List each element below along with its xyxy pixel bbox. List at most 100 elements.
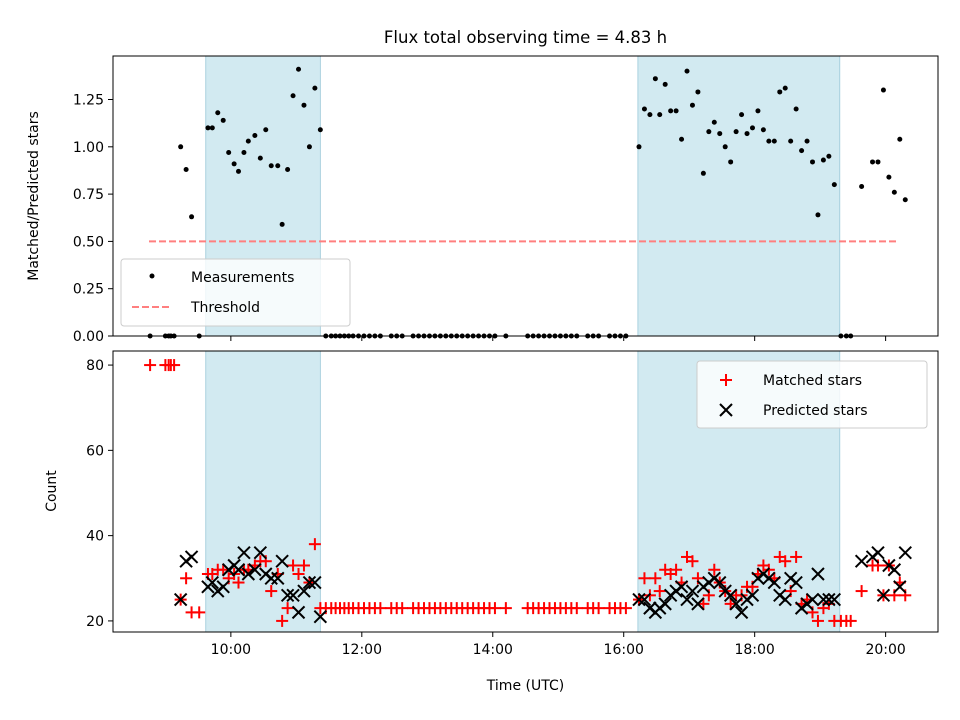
predicted-star-point	[271, 571, 285, 585]
predicted-star-point	[871, 545, 885, 560]
predicted-star-point	[264, 571, 278, 585]
matched-star-point	[276, 614, 289, 627]
legend-predicted-marker	[719, 403, 733, 417]
predicted-star-point	[729, 597, 743, 611]
measurement-point	[205, 125, 211, 131]
matched-star-point	[811, 614, 824, 627]
measurement-point	[793, 106, 799, 112]
measurement-point	[279, 221, 285, 227]
measurement-point	[744, 131, 750, 137]
matched-star-point	[855, 585, 868, 598]
legend-threshold-label: Threshold	[190, 300, 260, 316]
matched-star-point	[724, 597, 737, 610]
measurement-point	[652, 76, 658, 82]
matched-star-point	[287, 559, 300, 572]
measurement-point	[189, 214, 195, 220]
y-tick-label: 40	[86, 529, 104, 545]
measurement-point	[733, 129, 739, 135]
measurement-point	[668, 108, 674, 114]
measurement-point	[673, 108, 679, 114]
predicted-star-point	[286, 588, 300, 603]
measurement-point	[886, 174, 892, 180]
predicted-star-point	[734, 605, 749, 620]
measurement-point	[231, 161, 237, 167]
legend-matched-label: Matched stars	[763, 373, 862, 389]
predicted-star-point	[241, 567, 256, 581]
measurement-point	[662, 81, 668, 87]
measurement-point	[739, 112, 745, 118]
measurement-point	[700, 170, 706, 176]
measurement-point	[647, 112, 653, 118]
measurement-point	[749, 125, 755, 131]
y-tick-label: 0.75	[73, 187, 104, 203]
chart-title: Flux total observing time = 4.83 h	[384, 28, 667, 47]
matched-star-point	[619, 602, 632, 615]
predicted-star-point	[827, 592, 842, 607]
predicted-star-point	[173, 592, 188, 607]
matched-star-point	[697, 597, 710, 610]
measurement-point	[241, 149, 247, 155]
matched-star-point	[180, 572, 193, 585]
matched-star-point	[708, 563, 721, 576]
measurement-point	[317, 127, 323, 133]
y-tick-label: 1.25	[73, 93, 104, 109]
legend-matched-marker	[720, 374, 732, 386]
measurement-point	[285, 167, 291, 173]
x-tick-label: 12:00	[342, 642, 382, 658]
measurement-point	[771, 138, 777, 144]
measurement-point	[636, 144, 642, 150]
measurement-point	[268, 163, 274, 169]
predicted-star-point	[816, 592, 831, 607]
matched-star-point	[308, 538, 321, 551]
measurement-point	[799, 148, 805, 154]
predicted-star-point	[184, 550, 199, 564]
measurement-point	[728, 159, 734, 165]
matched-star-point	[844, 614, 857, 627]
predicted-star-point	[658, 597, 672, 611]
predicted-star-point	[280, 588, 295, 603]
predicted-star-point	[876, 588, 891, 603]
matched-star-point	[297, 559, 310, 572]
predicted-star-point	[237, 545, 251, 560]
matched-star-point	[499, 602, 512, 615]
predicted-star-point	[275, 554, 289, 568]
x-tick-label: 14:00	[473, 642, 513, 658]
measurement-point	[657, 112, 663, 118]
predicted-star-point	[308, 575, 322, 590]
predicted-star-point	[723, 588, 738, 603]
y-tick-label: 20	[86, 614, 104, 630]
matched-star-point	[670, 563, 683, 576]
matched-star-point	[638, 572, 651, 585]
predicted-star-point	[313, 609, 328, 624]
y-axis-label-bottom: Count	[44, 470, 60, 512]
predicted-star-point	[805, 592, 820, 607]
x-tick-label: 20:00	[865, 642, 905, 658]
measurement-point	[263, 127, 269, 133]
ratio-panel: 0.00 0.25 0.50 0.75 1.00 1.25 Flux total obse…	[26, 28, 939, 345]
predicted-star-point	[887, 563, 902, 577]
measurement-point	[766, 138, 772, 144]
matched-star-point	[168, 359, 181, 372]
matched-star-point	[649, 572, 662, 585]
measurement-point	[684, 68, 690, 74]
predicted-star-point	[811, 567, 825, 581]
legend-measurements-label: Measurements	[191, 270, 294, 286]
measurement-point	[902, 197, 908, 203]
x-tick-label: 18:00	[734, 642, 774, 658]
measurement-point	[178, 144, 184, 150]
measurement-point	[275, 163, 281, 169]
measurement-point	[245, 138, 251, 144]
measurement-point	[820, 157, 826, 163]
measurement-point	[209, 125, 215, 131]
matched-star-point	[592, 602, 605, 615]
y-tick-label: 0.50	[73, 234, 104, 250]
measurement-point	[290, 93, 296, 99]
y-tick-label: 0.25	[73, 282, 104, 298]
matched-star-point	[144, 359, 157, 372]
predicted-star-point	[680, 592, 694, 607]
measurement-point	[788, 138, 794, 144]
matched-star-point	[232, 576, 245, 589]
y-tick-label: 1.00	[73, 140, 104, 156]
